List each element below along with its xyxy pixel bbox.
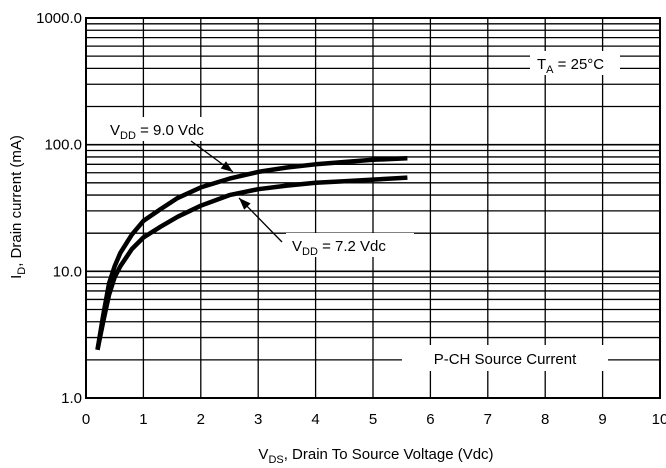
y-axis-label: ID, Drain current (mA) — [8, 135, 28, 279]
label-vdd-7-2: VDD = 7.2 Vdc — [292, 238, 386, 258]
data-series — [95, 156, 408, 351]
label-vdd-7-2-background — [286, 233, 414, 257]
label-temperature-background — [530, 51, 620, 75]
y-tick-label: 100.0 — [44, 137, 82, 154]
x-tick-label: 7 — [484, 411, 492, 428]
x-tick-label: 1 — [139, 411, 147, 428]
grid — [86, 18, 660, 398]
y-tick-label: 10.0 — [53, 263, 82, 280]
tick-labels: 0 1 2 3 4 5 6 7 8 9 10 1.0 10.0 100.0 1000.0 — [36, 10, 666, 428]
x-tick-label: 5 — [369, 411, 377, 428]
x-tick-label: 2 — [197, 411, 205, 428]
annotation-labels: VDD = 9.0 Vdc VDD = 7.2 Vdc TA = 25°C P-CH … — [104, 51, 620, 371]
label-temperature: TA = 25°C — [537, 56, 604, 76]
plot-frame — [85, 17, 661, 399]
label-pch-background — [402, 345, 608, 371]
x-tick-label: 3 — [254, 411, 262, 428]
series-line-2 — [95, 175, 408, 351]
x-tick-label: 6 — [426, 411, 434, 428]
x-tick-label: 0 — [82, 411, 90, 428]
y-tick-label: 1000.0 — [36, 10, 82, 27]
series-line-1 — [95, 156, 408, 351]
label-vdd-9: VDD = 9.0 Vdc — [110, 122, 204, 142]
arrow-vdd-7-2-head — [239, 198, 251, 210]
x-tick-label: 4 — [311, 411, 319, 428]
x-tick-label: 8 — [541, 411, 549, 428]
arrow-vdd-9-head — [220, 161, 233, 172]
label-vdd-9-background — [104, 117, 244, 141]
label-pch-source-current: P-CH Source Current — [434, 351, 577, 368]
x-axis-label: VDS, Drain To Source Voltage (Vdc) — [258, 446, 493, 466]
x-tick-label: 10 — [652, 411, 666, 428]
x-tick-label: 9 — [598, 411, 606, 428]
plot-border — [85, 17, 661, 399]
y-tick-label: 1.0 — [61, 390, 82, 407]
